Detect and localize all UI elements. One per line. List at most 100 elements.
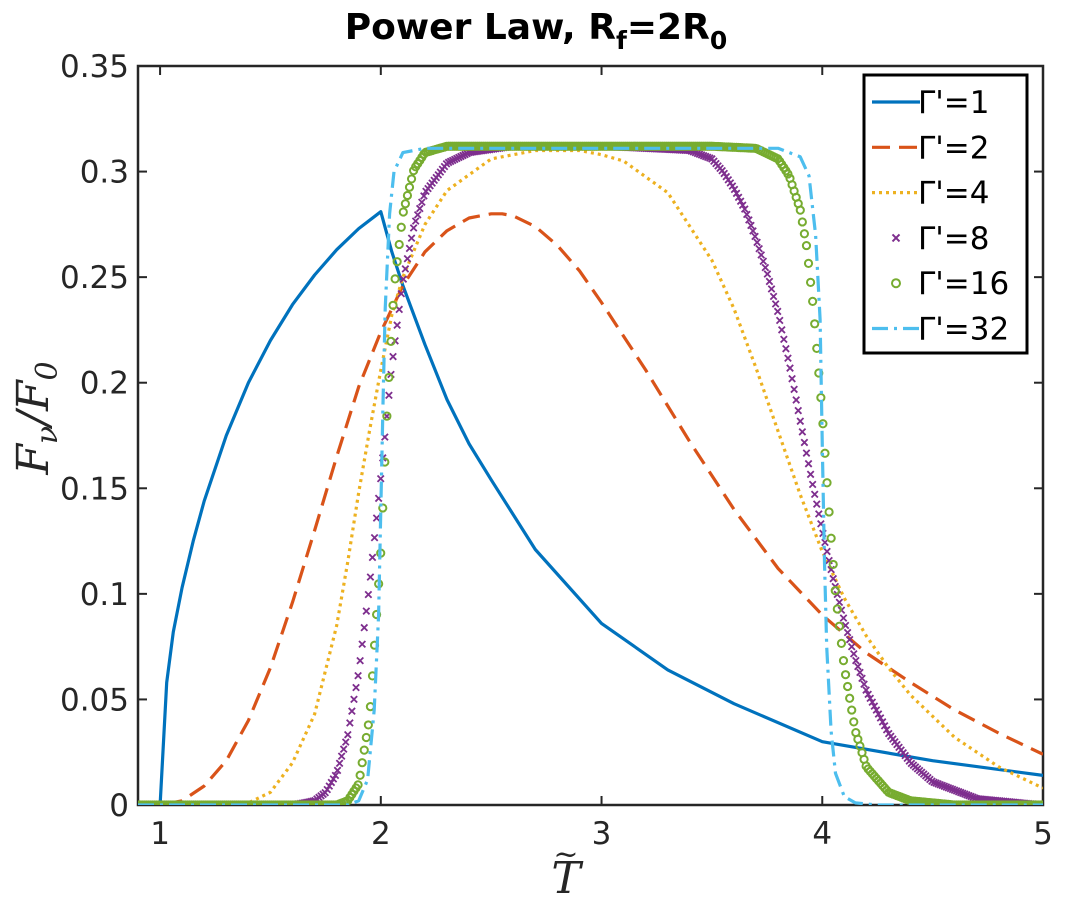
ylabel-sub-0: 0 xyxy=(30,361,65,380)
data-point-circle xyxy=(822,478,832,488)
data-point-cross xyxy=(839,614,848,622)
data-point-cross xyxy=(872,706,881,714)
data-point-cross xyxy=(370,533,379,542)
series-6 xyxy=(138,146,1043,805)
xlabel-accent: ~ xyxy=(553,837,578,872)
data-point-cross xyxy=(796,417,805,426)
data-point-cross xyxy=(862,686,870,694)
data-point-cross xyxy=(806,470,815,479)
data-point-cross xyxy=(397,289,406,298)
ylabel-slash-f: /F xyxy=(8,379,59,430)
data-point-circle xyxy=(382,411,392,421)
data-point-cross xyxy=(858,674,866,683)
legend-label: Γ'=4 xyxy=(918,176,990,212)
data-point-cross xyxy=(385,391,393,400)
data-point-circle xyxy=(797,217,807,227)
data-point-circle xyxy=(845,693,855,703)
y-tick-label: 0.05 xyxy=(60,682,129,718)
ylabel-sub-nu: ν xyxy=(30,426,65,444)
series-5 xyxy=(138,141,1043,805)
data-point-circle xyxy=(801,240,812,251)
data-point-circle xyxy=(361,732,371,743)
data-point-circle xyxy=(795,205,805,215)
data-point-cross xyxy=(773,307,782,316)
data-point-circle xyxy=(392,257,402,267)
data-point-cross xyxy=(792,396,801,404)
data-point-cross xyxy=(777,326,786,334)
data-point-cross xyxy=(352,683,360,692)
data-point-cross xyxy=(393,321,401,329)
data-point-cross xyxy=(399,275,408,283)
data-point-circle xyxy=(834,621,844,631)
svg-text:Fν/F0: Fν/F0 xyxy=(8,361,65,475)
data-point-cross xyxy=(874,710,883,718)
legend-entry: Γ'=4 xyxy=(872,176,990,212)
data-point-cross xyxy=(354,671,362,680)
data-point-circle xyxy=(783,169,793,179)
data-point-cross xyxy=(418,198,426,207)
data-point-cross xyxy=(337,752,346,761)
data-point-cross xyxy=(360,623,369,632)
data-point-circle xyxy=(363,720,373,730)
data-point-circle xyxy=(388,300,398,310)
series-line xyxy=(138,210,1043,805)
data-point-cross xyxy=(732,189,741,198)
data-point-cross xyxy=(411,217,420,225)
data-point-cross xyxy=(763,270,772,278)
legend-marker xyxy=(891,278,901,289)
legend-label: Γ'=1 xyxy=(918,85,990,121)
data-point-cross xyxy=(810,490,819,499)
data-point-cross xyxy=(401,265,410,273)
y-tick-label: 0.15 xyxy=(60,471,129,507)
data-point-cross xyxy=(780,335,788,344)
data-point-cross xyxy=(800,438,809,447)
legend-label: Γ'=16 xyxy=(918,266,1009,302)
xlabel-t: T xyxy=(551,853,584,904)
data-point-circle xyxy=(355,770,365,780)
data-point-cross xyxy=(823,547,831,556)
data-point-cross xyxy=(333,766,342,775)
data-point-circle xyxy=(386,336,396,346)
data-point-circle xyxy=(404,182,415,192)
legend: Γ'=1 Γ'=2 Γ'=4 Γ'=8 Γ'=16 Γ'=32 xyxy=(862,73,1029,355)
data-point-cross xyxy=(794,406,803,415)
x-tick-label: 2 xyxy=(371,816,391,852)
data-point-circle xyxy=(357,758,367,768)
title-subscript-0: 0 xyxy=(710,26,727,55)
data-point-circle xyxy=(384,372,394,383)
chart-title: Power Law, Rf=2R0 xyxy=(345,7,727,55)
title-subscript-f: f xyxy=(616,26,628,55)
data-point-cross xyxy=(343,730,352,739)
data-point-cross xyxy=(847,642,856,651)
data-point-cross xyxy=(329,775,338,783)
data-point-cross xyxy=(327,778,336,787)
data-point-circle xyxy=(824,507,834,517)
data-point-circle xyxy=(359,745,369,755)
data-point-cross xyxy=(784,354,792,363)
data-point-cross xyxy=(372,514,381,522)
data-point-cross xyxy=(864,690,873,699)
x-axis-label: ~ T xyxy=(551,837,584,904)
data-point-cross xyxy=(323,785,332,794)
data-point-cross xyxy=(350,695,358,704)
data-point-cross xyxy=(757,251,766,259)
data-point-cross xyxy=(771,300,780,308)
legend-entry: Γ'=16 xyxy=(891,266,1009,302)
data-point-circle xyxy=(378,503,388,513)
data-point-circle xyxy=(810,319,820,329)
data-point-circle xyxy=(818,419,828,429)
data-point-cross xyxy=(812,500,821,508)
data-point-cross xyxy=(339,745,348,753)
data-point-cross xyxy=(782,344,790,353)
data-point-cross xyxy=(880,721,889,730)
data-point-cross xyxy=(753,238,761,247)
data-point-cross xyxy=(878,718,887,726)
data-point-circle xyxy=(406,174,417,184)
data-point-cross xyxy=(745,216,753,224)
y-axis-label: Fν/F0 xyxy=(8,361,65,475)
legend-box xyxy=(862,73,1029,355)
data-point-circle xyxy=(832,604,842,614)
data-point-cross xyxy=(738,201,747,209)
data-point-cross xyxy=(843,628,852,637)
data-point-cross xyxy=(808,480,817,489)
